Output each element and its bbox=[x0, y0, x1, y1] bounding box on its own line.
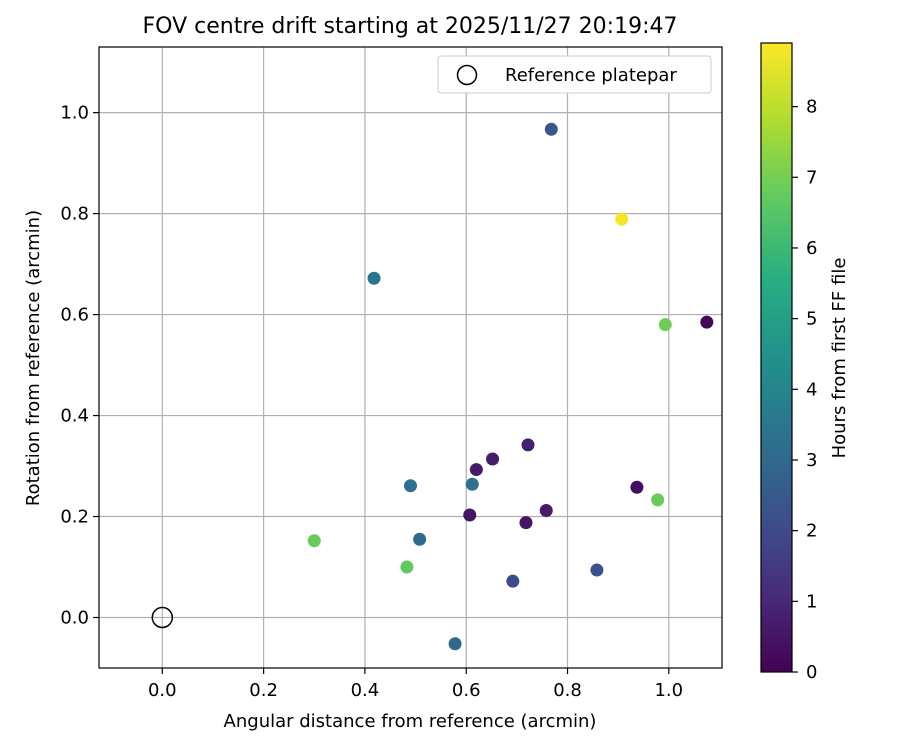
x-axis-ticks: 0.0 0.2 0.4 0.6 0.8 1.0 bbox=[148, 668, 683, 701]
legend: Reference platepar bbox=[437, 55, 712, 94]
colorbar-tick-label: 8 bbox=[806, 97, 817, 118]
data-point bbox=[463, 508, 477, 522]
data-points bbox=[307, 122, 714, 651]
colorbar-tick-label: 2 bbox=[806, 521, 817, 542]
x-tick-label: 0.8 bbox=[553, 680, 582, 701]
colorbar-ticks: 0 1 2 3 4 5 6 7 8 bbox=[792, 97, 817, 683]
data-point bbox=[615, 212, 629, 226]
data-point bbox=[658, 318, 672, 332]
y-axis-label: Rotation from reference (arcmin) bbox=[23, 210, 44, 506]
data-point bbox=[590, 563, 604, 577]
y-tick-label: 1.0 bbox=[60, 103, 89, 124]
grid-lines bbox=[99, 47, 722, 668]
data-point bbox=[413, 532, 427, 546]
data-point bbox=[521, 438, 535, 452]
plot-frame bbox=[98, 46, 723, 669]
x-tick-label: 0.4 bbox=[351, 680, 380, 701]
data-point bbox=[544, 122, 558, 136]
colorbar-tick-label: 1 bbox=[806, 591, 817, 612]
reference-marker-group bbox=[151, 606, 174, 629]
data-point bbox=[486, 452, 500, 466]
y-axis-ticks: 0.0 0.2 0.4 0.6 0.8 1.0 bbox=[60, 103, 99, 629]
legend-reference-marker bbox=[456, 64, 478, 86]
data-point bbox=[469, 463, 483, 477]
colorbar-tick-label: 3 bbox=[806, 450, 817, 471]
colorbar-label: Hours from first FF file bbox=[829, 258, 850, 459]
y-tick-label: 0.8 bbox=[60, 204, 89, 225]
y-tick-label: 0.6 bbox=[60, 305, 89, 326]
colorbar-tick-label: 6 bbox=[806, 238, 817, 259]
legend-entry-reference-platepar: Reference platepar bbox=[505, 65, 677, 86]
colorbar-gradient bbox=[760, 42, 793, 673]
x-tick-label: 0.2 bbox=[249, 680, 278, 701]
chart-title: FOV centre drift starting at 2025/11/27 … bbox=[143, 14, 678, 39]
data-point bbox=[307, 534, 321, 548]
data-point bbox=[539, 503, 553, 517]
data-point bbox=[367, 271, 381, 285]
x-axis-label: Angular distance from reference (arcmin) bbox=[224, 711, 597, 732]
data-point bbox=[400, 560, 414, 574]
colorbar-tick-label: 0 bbox=[806, 662, 817, 683]
data-point bbox=[519, 516, 533, 530]
data-point bbox=[404, 479, 417, 493]
x-tick-label: 1.0 bbox=[654, 680, 683, 701]
colorbar-tick-label: 4 bbox=[806, 379, 817, 400]
colorbar: 0 1 2 3 4 5 6 7 8 Hours from first FF file bbox=[760, 42, 850, 683]
y-tick-label: 0.0 bbox=[60, 608, 89, 629]
legend-box bbox=[437, 55, 712, 94]
data-point bbox=[630, 480, 644, 494]
data-point bbox=[506, 574, 520, 588]
data-point bbox=[448, 637, 462, 651]
colorbar-tick-label: 7 bbox=[806, 167, 817, 188]
colorbar-tick-label: 5 bbox=[806, 309, 817, 330]
x-tick-label: 0.0 bbox=[148, 680, 177, 701]
data-point bbox=[651, 493, 665, 507]
x-tick-label: 0.6 bbox=[452, 680, 481, 701]
data-point bbox=[465, 477, 479, 491]
y-tick-label: 0.4 bbox=[60, 406, 89, 427]
reference-platepar-marker bbox=[151, 606, 174, 629]
data-point bbox=[700, 315, 714, 329]
y-tick-label: 0.2 bbox=[60, 507, 89, 528]
